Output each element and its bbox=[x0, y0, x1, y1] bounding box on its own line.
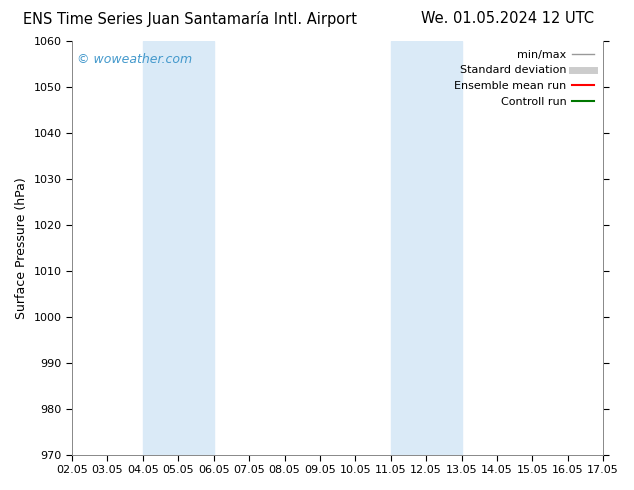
Bar bbox=[391, 41, 462, 455]
Text: We. 01.05.2024 12 UTC: We. 01.05.2024 12 UTC bbox=[421, 11, 593, 26]
Text: © woweather.com: © woweather.com bbox=[77, 53, 193, 67]
Text: ENS Time Series Juan Santamaría Intl. Airport: ENS Time Series Juan Santamaría Intl. Ai… bbox=[23, 11, 357, 27]
Bar bbox=[143, 41, 214, 455]
Y-axis label: Surface Pressure (hPa): Surface Pressure (hPa) bbox=[15, 177, 28, 318]
Legend: min/max, Standard deviation, Ensemble mean run, Controll run: min/max, Standard deviation, Ensemble me… bbox=[451, 47, 598, 110]
